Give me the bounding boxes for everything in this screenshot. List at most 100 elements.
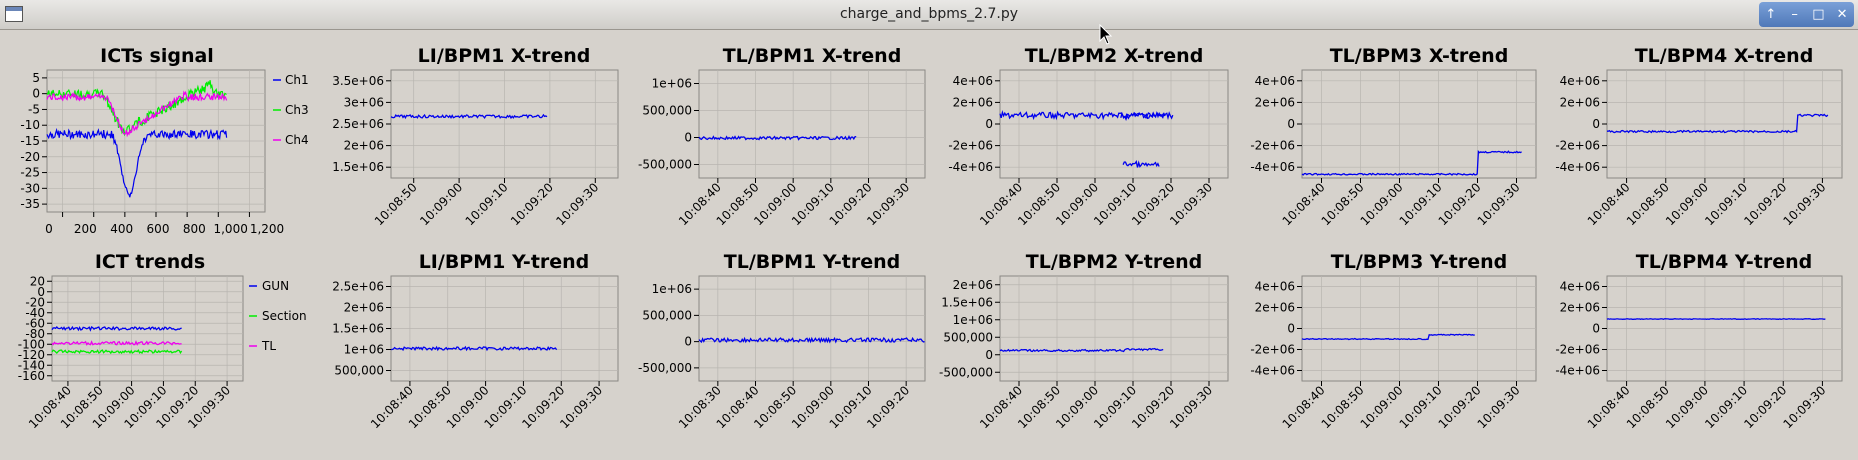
close-button[interactable]: ✕ [1836, 7, 1848, 22]
plot-tl-bpm2-y: TL/BPM2 Y-trend 2e+06 1.5e+06 1e+06 500,000 0… [939, 251, 1229, 431]
maximize-button[interactable]: □ [1812, 7, 1825, 22]
y-tick-label: -2e+06 [1250, 343, 1295, 357]
x-tick-label: 10:09:10 [1397, 180, 1445, 228]
legend-label: Ch3 [285, 103, 309, 117]
x-tick-label: 10:09:10 [122, 383, 170, 431]
x-tick-label: 10:08:50 [1015, 383, 1063, 431]
y-tick-label: 20 [30, 274, 45, 288]
x-tick-label: 10:09:00 [444, 383, 492, 431]
y-tick-label: -2e+06 [1555, 139, 1600, 153]
x-tick-label: 10:09:30 [185, 383, 233, 431]
y-tick-label: 2e+06 [953, 278, 993, 292]
x-tick-label: 10:09:00 [1358, 383, 1406, 431]
series-line [999, 347, 1164, 353]
y-tick-label: -2e+06 [1555, 343, 1600, 357]
x-tick-label: 10:09:00 [751, 180, 799, 228]
window-controls: ↑ – □ ✕ [1759, 2, 1854, 27]
x-tick-label: 10:08:40 [1280, 383, 1328, 431]
y-tick-label: -80 [25, 327, 45, 341]
x-tick-label: 0 [45, 222, 53, 236]
plot-tl-bpm3-x: TL/BPM3 X-trend 4e+06 2e+06 0 -2e+06 -4e+06 10… [1250, 45, 1537, 228]
plot-frame [698, 69, 926, 179]
x-tick-label: 1,000 [213, 222, 247, 236]
mouse-pointer-icon [1099, 24, 1113, 45]
x-tick-label: 10:09:10 [482, 383, 530, 431]
plot-tl-bpm1-y: TL/BPM1 Y-trend 1e+06 500,000 0 -500,000 10:0… [638, 251, 926, 431]
legend-label: Ch1 [285, 73, 309, 87]
y-tick-label: -20 [20, 150, 40, 164]
y-tick-label: 4e+06 [953, 74, 993, 88]
plot-frame [698, 275, 926, 382]
x-tick-label: 10:08:50 [714, 180, 762, 228]
series-line [698, 134, 857, 141]
plot-title: LI/BPM1 Y-trend [419, 251, 590, 273]
y-tick-label: -4e+06 [1555, 160, 1600, 174]
minimize-button[interactable]: – [1791, 7, 1798, 22]
plot-title: TL/BPM2 Y-trend [1026, 251, 1202, 273]
x-tick-label: 10:09:20 [508, 180, 556, 228]
plot-title: ICT trends [95, 251, 205, 273]
y-tick-label: 1e+06 [344, 343, 384, 357]
x-tick-label: 10:08:40 [1585, 180, 1633, 228]
y-tick-label: -4e+06 [948, 160, 993, 174]
x-tick-label: 10:09:20 [1129, 180, 1177, 228]
x-tick-label: 10:08:50 [406, 383, 454, 431]
plot-title: TL/BPM3 X-trend [1330, 45, 1509, 67]
plot-frame [390, 275, 619, 382]
plot-tl-bpm4-x: TL/BPM4 X-trend 4e+06 2e+06 0 -2e+06 -4e+06 10… [1555, 45, 1843, 228]
x-tick-label: 10:09:10 [1091, 383, 1139, 431]
y-tick-label: 0 [684, 335, 692, 349]
window-titlebar[interactable]: charge_and_bpms_2.7.py ↑ – □ ✕ [0, 0, 1858, 30]
x-tick-label: 10:09:30 [1781, 383, 1829, 431]
plot-title: TL/BPM1 X-trend [723, 45, 902, 67]
plot-title: TL/BPM2 X-trend [1025, 45, 1204, 67]
y-tick-label: -4e+06 [1555, 364, 1600, 378]
window-menu-icon[interactable] [5, 6, 23, 22]
x-tick-label: 10:09:00 [789, 383, 837, 431]
y-tick-label: -500,000 [939, 365, 993, 379]
window-title: charge_and_bpms_2.7.py [839, 6, 1019, 22]
y-tick-label: 0 [985, 348, 993, 362]
x-tick-label: 10:09:10 [1702, 383, 1750, 431]
x-tick-label: 200 [74, 222, 97, 236]
x-tick-label: 10:09:00 [1358, 180, 1406, 228]
y-tick-label: -120 [18, 348, 45, 362]
y-tick-label: -30 [20, 181, 40, 195]
y-tick-label: -2e+06 [1250, 139, 1295, 153]
x-tick-label: 10:09:20 [519, 383, 567, 431]
shade-button[interactable]: ↑ [1765, 7, 1777, 22]
x-tick-label: 10:09:10 [827, 383, 875, 431]
x-tick-label: 10:08:50 [1015, 180, 1063, 228]
plot-frame [390, 69, 619, 179]
y-tick-label: 5 [32, 71, 40, 85]
x-tick-label: 10:09:00 [1663, 180, 1711, 228]
x-tick-label: 10:09:10 [463, 180, 511, 228]
plot-title: ICTs signal [100, 45, 214, 67]
y-tick-label: 0 [1287, 322, 1295, 336]
y-tick-label: 4e+06 [1560, 280, 1600, 294]
series-line [1301, 150, 1522, 176]
x-tick-label: 10:09:00 [1053, 180, 1101, 228]
plot-title: TL/BPM4 X-trend [1635, 45, 1814, 67]
y-tick-label: 500,000 [642, 308, 692, 322]
y-tick-label: 1.5e+06 [332, 322, 384, 336]
x-tick-label: 10:09:30 [1781, 180, 1829, 228]
x-tick-label: 10:08:50 [751, 383, 799, 431]
x-tick-label: 10:09:20 [153, 383, 201, 431]
y-tick-label: -60 [25, 316, 45, 330]
y-tick-label: -35 [20, 197, 40, 211]
y-tick-label: 4e+06 [1560, 74, 1600, 88]
series-line-tl [51, 340, 182, 346]
plot-li-bpm1-x: LI/BPM1 X-trend 3.5e+06 3e+06 2.5e+06 2e+06 1… [332, 45, 619, 228]
series-line [1607, 113, 1829, 134]
y-tick-label: 500,000 [642, 104, 692, 118]
series-line-section [51, 348, 183, 355]
y-tick-label: -2e+06 [948, 139, 993, 153]
series-line-gun [51, 325, 182, 332]
x-tick-label: 10:09:20 [1741, 180, 1789, 228]
y-tick-label: 2e+06 [344, 301, 384, 315]
plot-tl-bpm2-x: TL/BPM2 X-trend 4e+06 2e+06 0 -2e+06 -4e+06 10… [948, 45, 1229, 228]
legend-label: Section [262, 309, 307, 323]
x-tick-label: 10:08:50 [1319, 383, 1367, 431]
